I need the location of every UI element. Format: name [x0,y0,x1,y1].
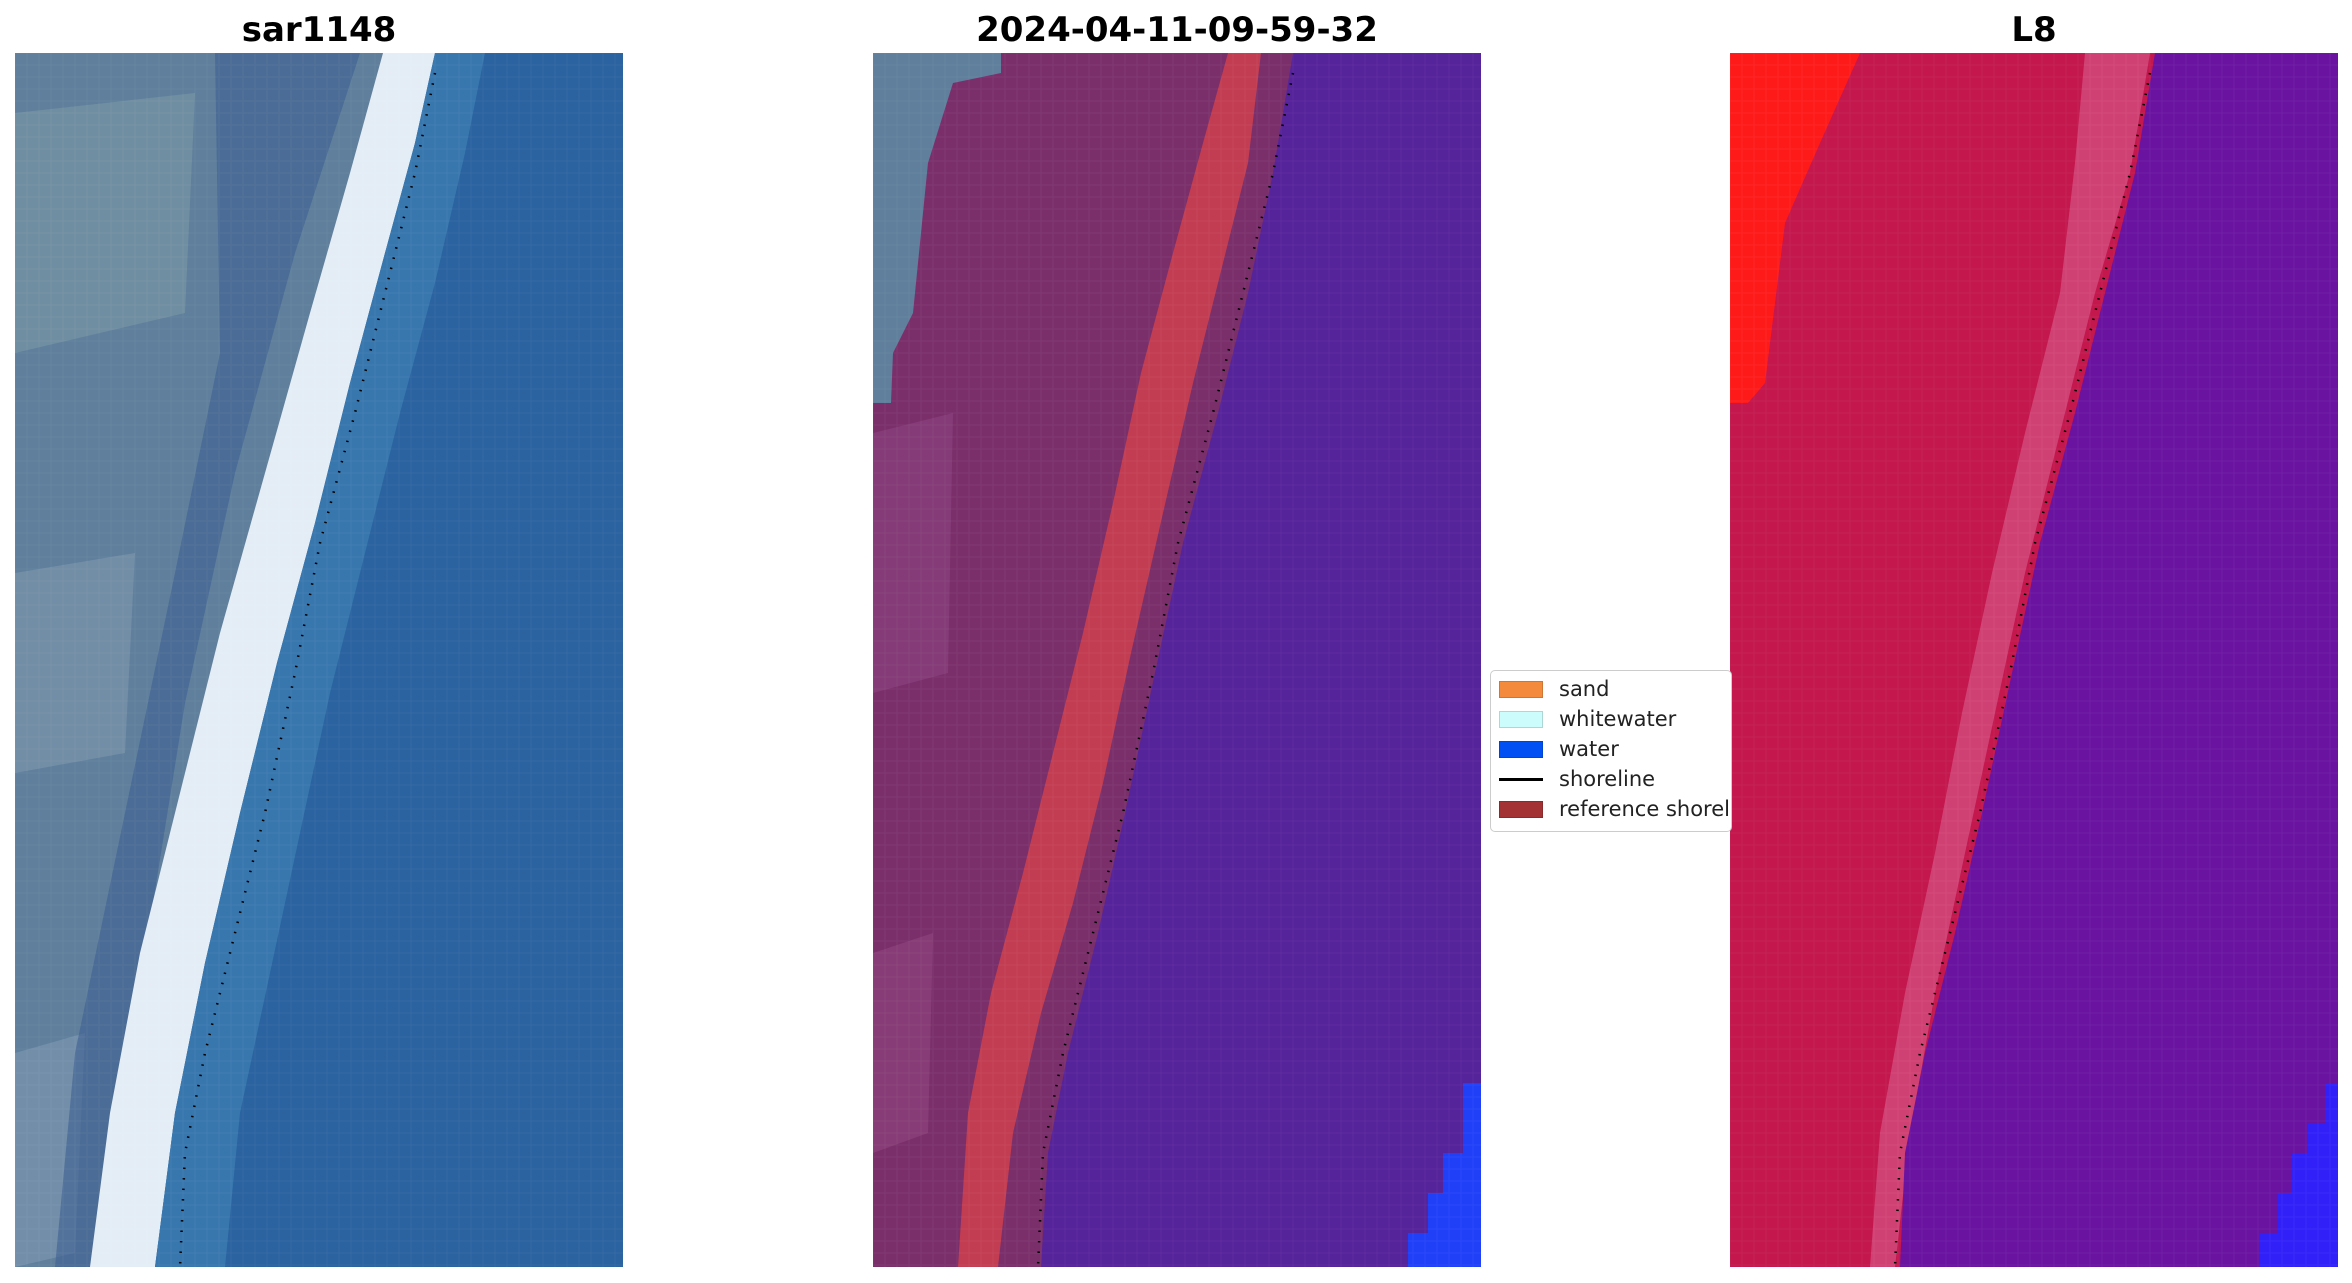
legend: sand whitewater water shoreline referenc… [1490,670,1732,832]
legend-label-shoreline: shoreline [1559,767,1656,791]
sar-image [15,53,623,1267]
legend-swatch-whitewater [1499,710,1543,728]
legend-swatch-water [1499,740,1543,758]
l8-shoreline [1893,72,2152,1267]
legend-item-shoreline: shoreline [1499,764,1655,794]
legend-swatch-reference-shoreline [1499,800,1543,818]
legend-label-whitewater: whitewater [1559,707,1677,731]
classified-image-panel [873,53,1481,1267]
legend-label-sand: sand [1559,677,1610,701]
legend-item-reference-shoreline: reference shoreline [1499,794,1731,824]
panel-title-sar: sar1148 [241,10,397,50]
l8-image-panel [1730,53,2338,1267]
panel-title-l8: L8 [2011,10,2057,50]
legend-swatch-sand [1499,680,1543,698]
sar-shoreline [178,72,437,1267]
classified-image [873,53,1481,1267]
panel-title-classified: 2024-04-11-09-59-32 [976,10,1378,50]
legend-item-water: water [1499,734,1619,764]
legend-label-reference-shoreline: reference shoreline [1559,797,1731,821]
legend-item-sand: sand [1499,674,1609,704]
sar-image-panel [15,53,623,1267]
legend-label-water: water [1559,737,1619,761]
classified-shoreline [1036,72,1295,1267]
legend-line-shoreline [1499,777,1543,781]
legend-item-whitewater: whitewater [1499,704,1676,734]
l8-image [1730,53,2338,1267]
